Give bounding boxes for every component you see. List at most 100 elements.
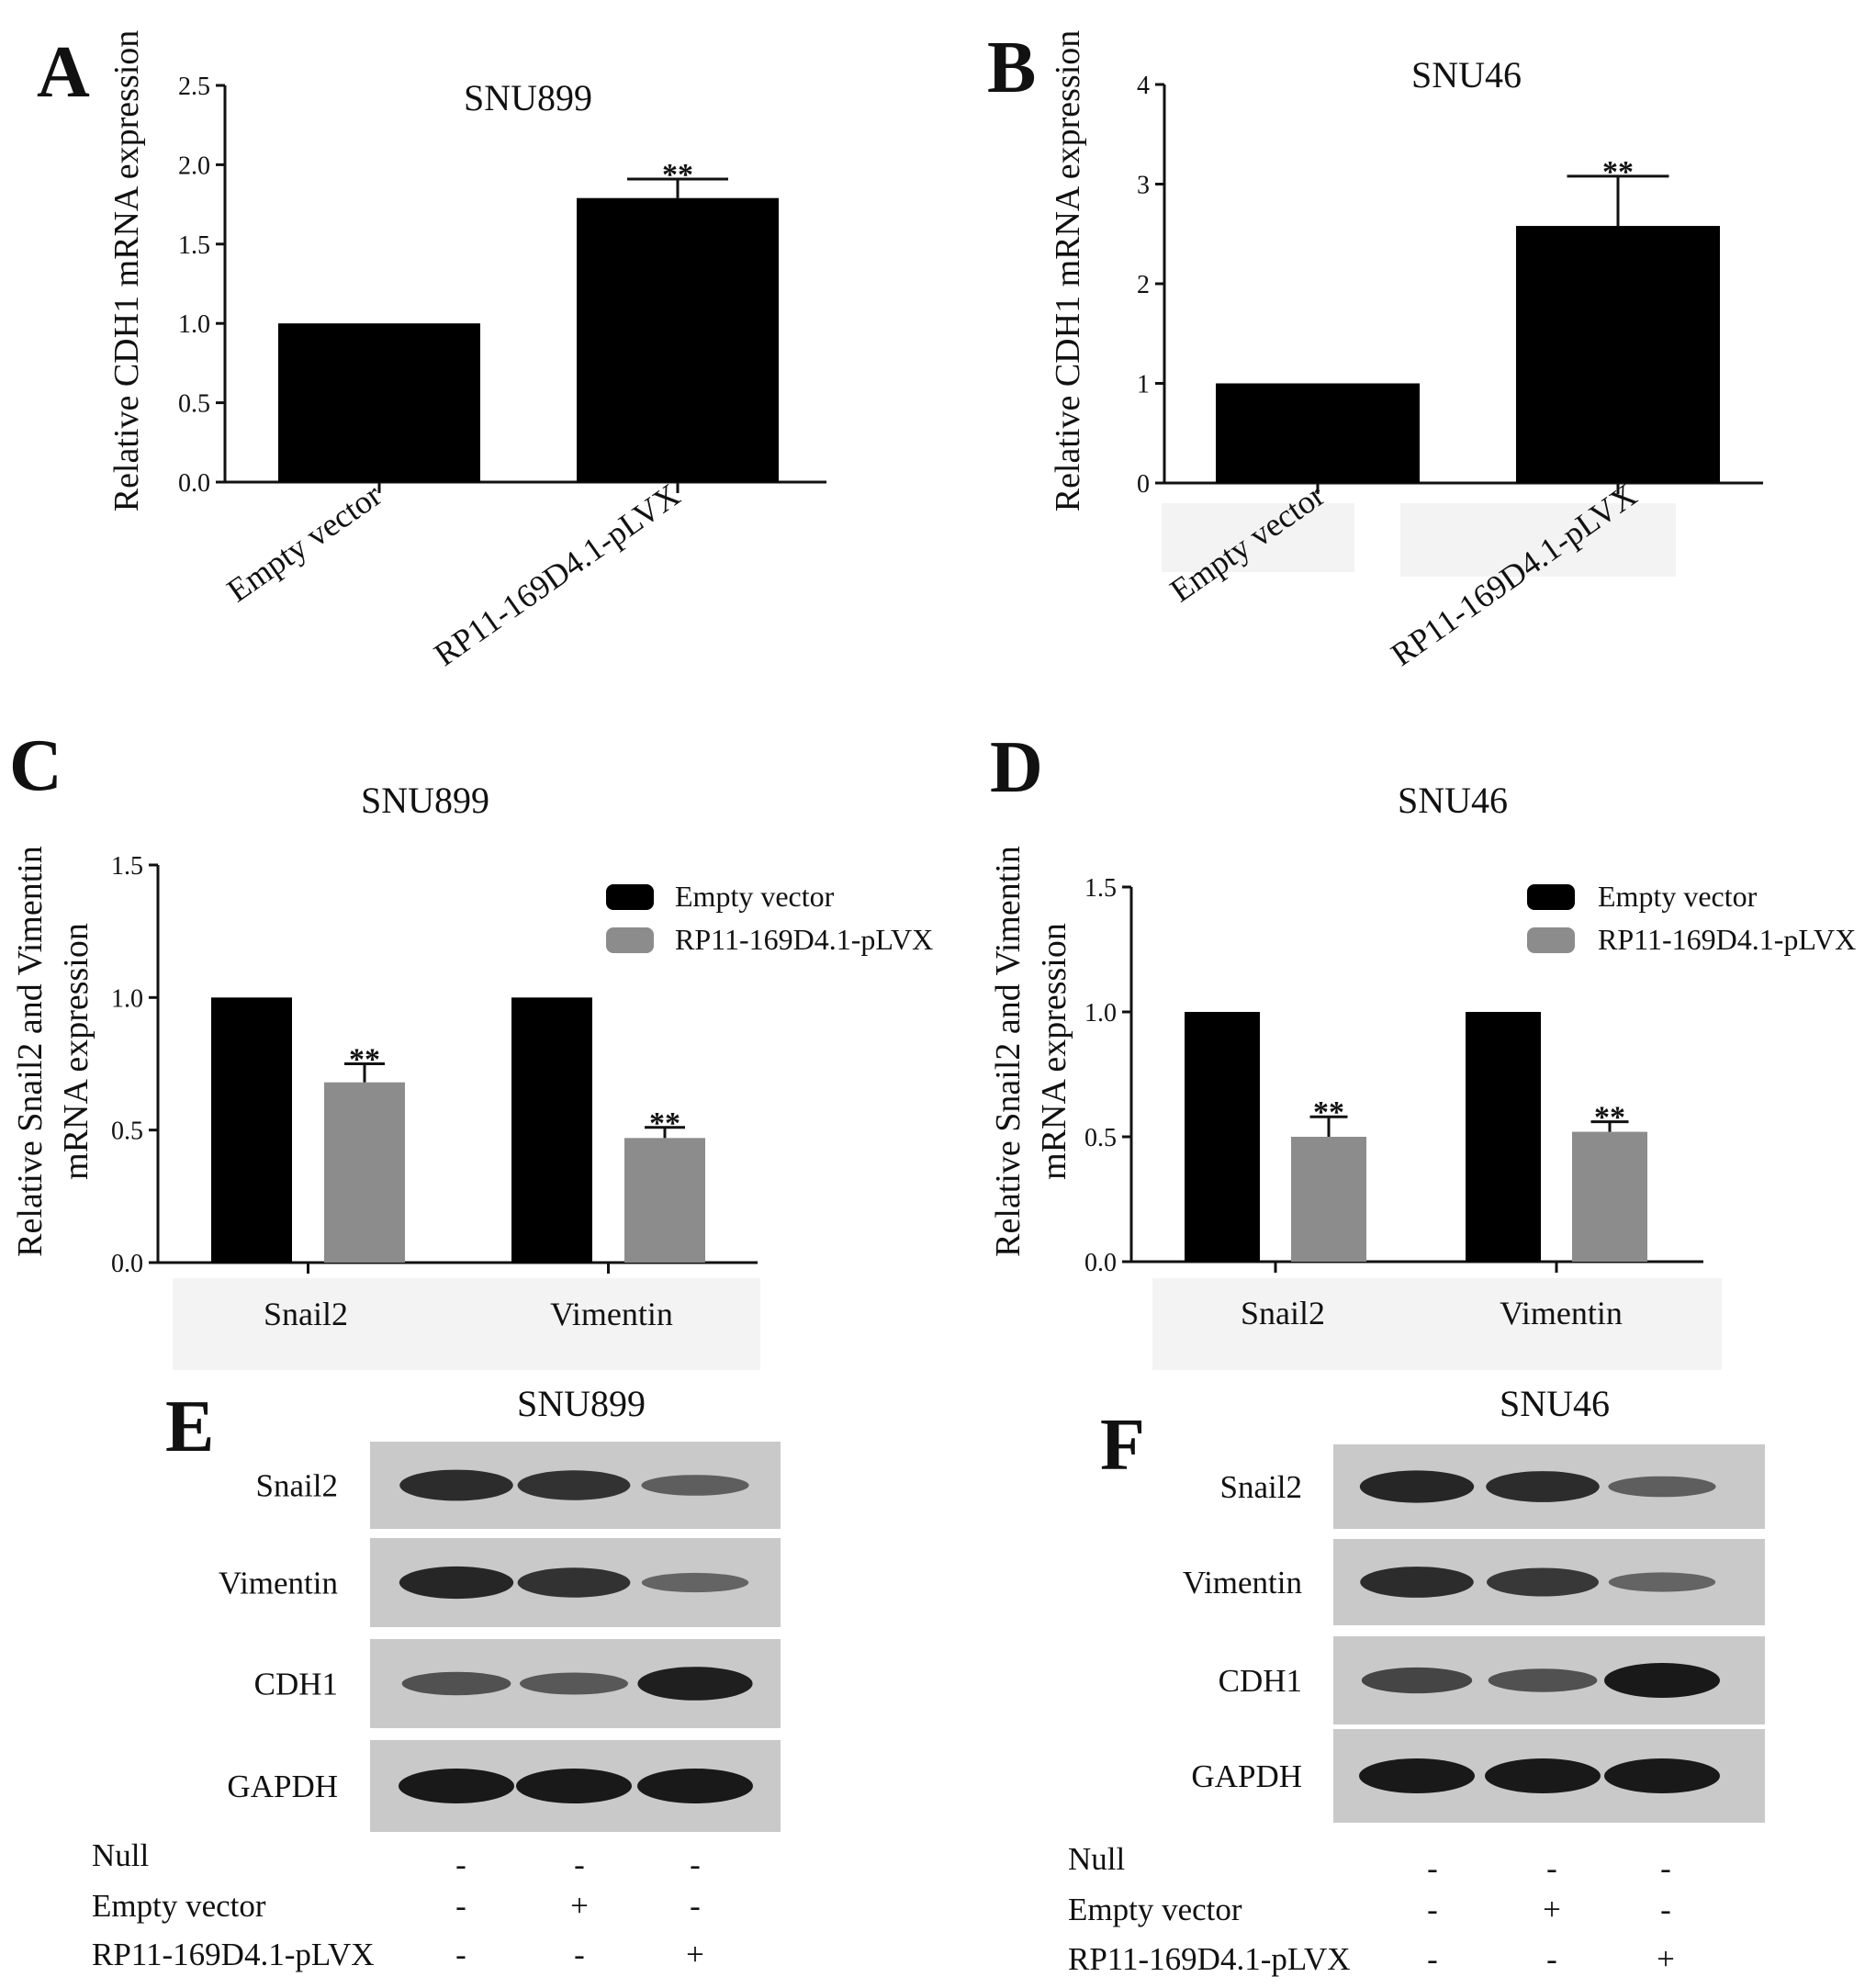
y-axis-label: Relative Snail2 and Vimentin bbox=[11, 846, 50, 1257]
blot-row-label: CDH1 bbox=[1219, 1663, 1302, 1699]
panel-label-d: D bbox=[990, 727, 1043, 808]
y-tick-label: 1.0 bbox=[1084, 999, 1117, 1028]
bar bbox=[1185, 1012, 1260, 1262]
blot-band bbox=[517, 1470, 631, 1500]
condition-mark: - bbox=[1546, 1941, 1557, 1977]
bar bbox=[278, 323, 480, 482]
y-tick-label: 0.0 bbox=[178, 469, 210, 498]
blot-band bbox=[399, 1469, 513, 1501]
panel-label-f: F bbox=[1100, 1405, 1145, 1486]
y-tick-label: 1.5 bbox=[178, 231, 210, 260]
tick-label-shade bbox=[1400, 503, 1676, 577]
y-tick-label: 0.0 bbox=[1084, 1249, 1117, 1277]
blot-band bbox=[1604, 1663, 1720, 1698]
blot-band bbox=[1608, 1476, 1716, 1498]
bar bbox=[211, 997, 292, 1263]
y-axis-label: mRNA expression bbox=[1035, 923, 1073, 1180]
x-tick-label: Vimentin bbox=[550, 1296, 673, 1332]
legend-label: RP11-169D4.1-pLVX bbox=[1598, 923, 1856, 956]
legend-label: Empty vector bbox=[1598, 880, 1758, 913]
y-tick-label: 0.5 bbox=[111, 1118, 143, 1146]
blot-row-label: CDH1 bbox=[254, 1667, 338, 1702]
y-axis-label: Relative CDH1 mRNA expression bbox=[1049, 30, 1087, 512]
blot-band bbox=[1487, 1567, 1599, 1597]
condition-mark: - bbox=[690, 1888, 701, 1924]
y-axis-label: Relative Snail2 and Vimentin bbox=[989, 846, 1028, 1257]
y-tick-label: 1.5 bbox=[111, 852, 143, 881]
y-tick-label: 3 bbox=[1137, 172, 1150, 200]
condition-mark: - bbox=[1660, 1850, 1671, 1886]
chart-title: SNU46 bbox=[1411, 54, 1522, 95]
blot-row-label: Snail2 bbox=[1220, 1469, 1302, 1505]
y-tick-label: 2.0 bbox=[178, 152, 210, 180]
panel-label-b: B bbox=[987, 28, 1036, 108]
condition-label: Empty vector bbox=[1068, 1892, 1242, 1927]
blot-row-label: GAPDH bbox=[1191, 1758, 1302, 1794]
blot-band bbox=[517, 1567, 631, 1598]
x-tick-label: Snail2 bbox=[264, 1296, 348, 1332]
chart-title: SNU899 bbox=[361, 780, 489, 821]
bar bbox=[577, 197, 779, 483]
legend: Empty vector RP11-169D4.1-pLVX bbox=[606, 880, 933, 956]
y-axis-label: mRNA expression bbox=[57, 923, 95, 1180]
y-tick-label: 0.5 bbox=[1084, 1124, 1117, 1152]
panel-label-a: A bbox=[37, 32, 90, 113]
condition-label: Empty vector bbox=[92, 1888, 266, 1924]
bar bbox=[1572, 1131, 1647, 1262]
condition-mark: - bbox=[455, 1937, 466, 1972]
condition-mark: + bbox=[686, 1937, 704, 1972]
blot-band bbox=[641, 1572, 749, 1593]
x-tick-label: Snail2 bbox=[1241, 1295, 1325, 1331]
blot-band bbox=[641, 1475, 749, 1496]
panel-d: D SNU46 Relative Snail2 and Vimentin mRN… bbox=[989, 727, 1856, 1370]
y-tick-label: 0.5 bbox=[178, 390, 210, 419]
significance-label: ** bbox=[649, 1106, 680, 1140]
blot-title: SNU46 bbox=[1500, 1383, 1610, 1424]
condition-mark: - bbox=[690, 1847, 701, 1882]
y-tick-label: 0.0 bbox=[111, 1250, 143, 1278]
blot-band bbox=[520, 1672, 628, 1695]
blot-band bbox=[637, 1769, 753, 1803]
legend: Empty vector RP11-169D4.1-pLVX bbox=[1527, 880, 1856, 956]
legend-swatch bbox=[1527, 884, 1575, 910]
significance-label: ** bbox=[1602, 155, 1634, 189]
blot-band bbox=[399, 1566, 514, 1600]
legend-swatch bbox=[606, 927, 654, 953]
bar bbox=[1516, 226, 1720, 483]
blot-title: SNU899 bbox=[517, 1383, 646, 1424]
significance-label: ** bbox=[1594, 1101, 1625, 1135]
y-tick-label: 2.5 bbox=[178, 73, 210, 101]
blot-row-label: GAPDH bbox=[227, 1769, 338, 1804]
condition-mark: - bbox=[1546, 1850, 1557, 1886]
condition-mark: - bbox=[574, 1847, 585, 1882]
condition-mark: - bbox=[1660, 1892, 1671, 1927]
panel-e: E SNU899 Snail2 Vimentin CDH1 GAPDH Null - - - E… bbox=[92, 1383, 781, 1972]
blot-band bbox=[637, 1667, 753, 1701]
legend-swatch bbox=[1527, 927, 1575, 953]
condition-label: RP11-169D4.1-pLVX bbox=[92, 1937, 375, 1972]
chart-title: SNU46 bbox=[1398, 780, 1508, 821]
condition-mark: - bbox=[455, 1847, 466, 1882]
tick-label-shade bbox=[1162, 503, 1354, 572]
panel-label-e: E bbox=[165, 1387, 214, 1467]
legend-swatch bbox=[606, 884, 654, 910]
bar bbox=[1216, 383, 1420, 483]
x-tick-label: Vimentin bbox=[1500, 1295, 1623, 1331]
panel-f: F SNU46 Snail2 Vimentin CDH1 GAPDH Null - - - Em… bbox=[1068, 1383, 1765, 1977]
y-tick-label: 1.5 bbox=[1084, 874, 1117, 903]
bar bbox=[1466, 1012, 1541, 1262]
condition-mark: + bbox=[570, 1888, 589, 1924]
significance-label: ** bbox=[662, 158, 693, 192]
blot-band bbox=[1360, 1567, 1474, 1598]
condition-mark: - bbox=[574, 1937, 585, 1972]
y-tick-label: 2 bbox=[1137, 271, 1150, 299]
panel-label-c: C bbox=[9, 725, 62, 806]
bar bbox=[511, 997, 592, 1263]
blot-band bbox=[401, 1671, 511, 1696]
blot-band bbox=[1488, 1668, 1598, 1692]
blot-band bbox=[516, 1769, 632, 1803]
blot-row-label: Vimentin bbox=[219, 1566, 338, 1601]
bar bbox=[1291, 1137, 1366, 1262]
blot-band bbox=[1608, 1572, 1716, 1592]
